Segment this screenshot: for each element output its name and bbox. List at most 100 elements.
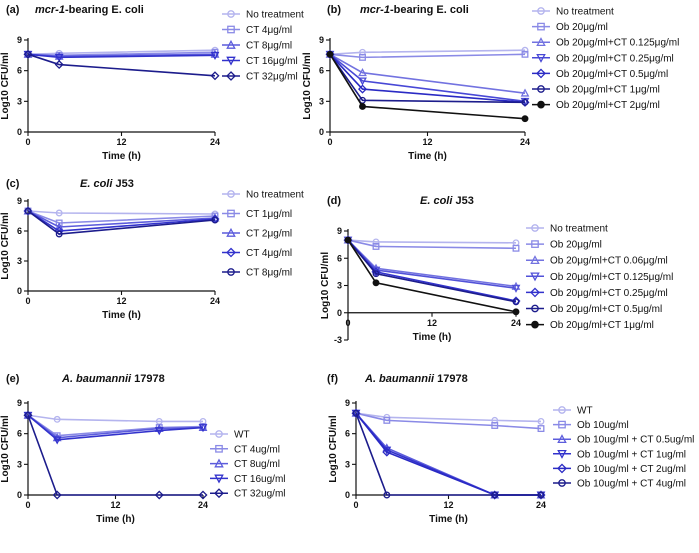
data-point [372, 270, 380, 278]
legend-entry: Ob 20μg/ml [556, 22, 608, 33]
series-line [347, 239, 517, 303]
x-tick-label: 24 [511, 318, 521, 328]
data-point [326, 50, 334, 58]
y-tick-label: 3 [337, 281, 342, 291]
legend-marker [227, 25, 235, 34]
legend-entry: Ob 20μg/ml+CT 1μg/ml [556, 85, 660, 96]
series-6 [352, 409, 545, 499]
legend-marker [226, 39, 236, 49]
legend: No treatment Ob 20μg/ml Ob 20μg/ml+CT 0.06… [526, 224, 673, 331]
x-tick-label: 0 [345, 318, 350, 328]
y-axis-label: Log10 CFU/ml [0, 52, 11, 119]
x-tick-label: 12 [116, 296, 126, 306]
data-point [210, 51, 220, 60]
legend-entry: CT 4ug/ml [234, 444, 280, 455]
data-point [24, 207, 32, 215]
legend-marker [530, 287, 540, 298]
series-line [27, 414, 204, 441]
data-point [382, 447, 392, 457]
series-line [355, 412, 541, 496]
legend-entry: Ob 10ug/ml + CT 1ug/ml [577, 449, 686, 460]
panel-label: (e) [6, 373, 20, 385]
panel-title-rest: -bearing E. coli [65, 4, 144, 16]
legend: No treatment Ob 20μg/ml Ob 20μg/ml+CT 0.12… [532, 7, 679, 111]
x-axis-label: Time (h) [102, 151, 141, 162]
data-point [359, 102, 366, 110]
data-point [512, 308, 520, 316]
data-point [383, 416, 391, 424]
legend-entry: CT 1μg/ml [246, 209, 292, 220]
x-tick-label: 12 [427, 318, 437, 328]
data-point [54, 53, 64, 63]
legend-entry: CT 8μg/ml [246, 41, 292, 52]
data-point [344, 236, 352, 244]
data-point [198, 490, 208, 500]
legend-marker [227, 10, 235, 18]
y-tick-label: -3 [334, 335, 342, 345]
legend-entry: CT 2μg/ml [246, 229, 292, 240]
x-tick-label: 12 [116, 137, 126, 147]
data-point [372, 238, 380, 246]
panel-label: (f) [327, 373, 338, 385]
data-point [55, 209, 63, 217]
data-point [512, 244, 520, 252]
legend-entry: Ob 20μg/ml+CT 0.5μg/ml [556, 69, 668, 80]
data-point [491, 422, 499, 429]
data-point [55, 219, 63, 227]
series-line [329, 53, 526, 103]
panel-label: (a) [6, 4, 20, 16]
x-tick-label: 24 [536, 500, 546, 510]
x-tick-label: 12 [422, 137, 432, 147]
series-line [355, 412, 542, 423]
panel-title-italic: E. coli [80, 178, 113, 190]
x-tick-label: 12 [110, 500, 120, 510]
data-point [211, 216, 219, 224]
legend-marker [537, 7, 545, 15]
legend-marker [214, 488, 224, 499]
legend-entry: CT 32μg/ml [246, 72, 298, 83]
series-line [355, 412, 541, 496]
y-tick-label: 6 [17, 226, 22, 236]
series-line [347, 239, 517, 250]
panel-title-rest: J53 [112, 178, 133, 190]
legend: No treatment CT 1μg/ml CT 2μg/ml CT 4μg/ml C… [222, 190, 304, 279]
data-point [54, 60, 64, 70]
data-point [511, 284, 521, 293]
series-line [27, 414, 203, 496]
panel-title: mcr-1-bearing E. coli [35, 4, 144, 16]
data-point [537, 425, 545, 433]
legend-marker [557, 434, 567, 444]
legend-marker [227, 190, 235, 198]
data-point [537, 417, 545, 425]
legend-entry: Ob 10ug/ml [577, 420, 629, 431]
series-line [355, 412, 542, 430]
series-line [347, 239, 517, 244]
legend-marker [227, 209, 235, 218]
data-point [521, 115, 529, 123]
series-2 [344, 236, 520, 252]
legend-entry: Ob 20μg/ml+CT 0.125μg/ml [550, 272, 673, 283]
y-tick-label: 0 [17, 127, 22, 137]
data-point [210, 49, 220, 58]
y-axis-label: Log10 CFU/ml [302, 52, 313, 119]
legend: WT Ob 10ug/ml Ob 10ug/ml + CT 0.5ug/ml Ob 1… [553, 406, 694, 490]
y-axis-label: Log10 CFU/ml [0, 212, 11, 279]
y-tick-label: 0 [319, 127, 324, 137]
series-7 [326, 50, 529, 123]
data-point [383, 491, 391, 499]
x-tick-label: 0 [25, 296, 30, 306]
x-tick-label: 24 [520, 137, 530, 147]
series-1 [24, 207, 219, 218]
y-axis-label: Log10 CFU/ml [320, 252, 331, 319]
legend-marker [530, 255, 540, 265]
data-point [359, 53, 366, 61]
series-line [329, 53, 526, 59]
data-point [53, 415, 61, 423]
data-point [521, 98, 529, 106]
x-tick-label: 0 [353, 500, 358, 510]
legend-entry: WT [234, 430, 250, 441]
legend-entry: No treatment [556, 7, 614, 18]
y-tick-label: 3 [17, 96, 22, 106]
x-axis-label: Time (h) [96, 514, 135, 525]
series-line [329, 49, 526, 56]
